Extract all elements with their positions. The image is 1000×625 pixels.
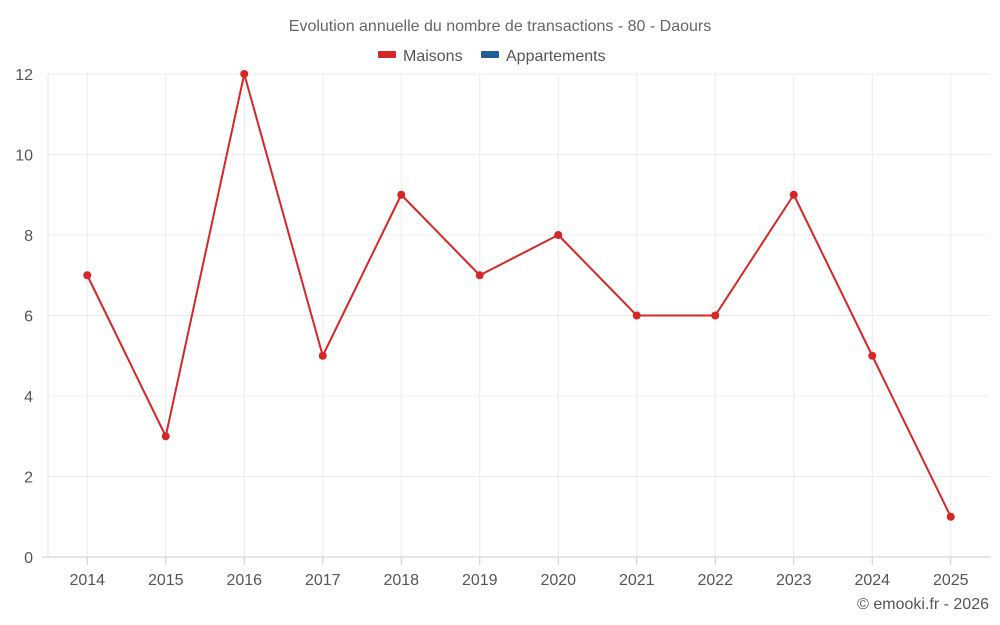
data-point[interactable]	[789, 190, 798, 199]
y-tick-label: 6	[24, 309, 33, 326]
x-tick-label: 2019	[462, 572, 498, 589]
series-line	[86, 73, 952, 518]
data-point[interactable]	[632, 311, 641, 320]
legend-label-appartements: Appartements	[506, 48, 606, 65]
data-point[interactable]	[946, 512, 955, 521]
axes: 0 2 4 6 8 10 12 2014 2015 2016 2017 2018 2019 2020 202…	[15, 67, 990, 589]
data-point[interactable]	[554, 231, 563, 239]
grid	[48, 73, 990, 557]
y-tick-label: 0	[24, 550, 33, 567]
data-point[interactable]	[318, 351, 327, 360]
legend-swatch-appartements	[481, 51, 499, 58]
x-tick-label: 2022	[697, 572, 733, 589]
y-tick-label: 8	[24, 228, 33, 245]
y-tick-label: 12	[15, 67, 33, 84]
x-tick-label: 2016	[226, 572, 262, 589]
x-tick-label: 2023	[776, 572, 812, 589]
y-tick-label: 10	[15, 148, 33, 165]
x-tick-label: 2024	[854, 572, 890, 589]
x-tick-label: 2015	[148, 572, 184, 589]
legend: Maisons Appartements	[378, 48, 606, 65]
legend-item-appartements[interactable]: Appartements	[481, 48, 606, 65]
legend-label-maisons: Maisons	[403, 48, 463, 65]
legend-item-maisons[interactable]: Maisons	[378, 48, 463, 65]
data-point[interactable]	[868, 351, 877, 360]
data-point[interactable]	[397, 190, 406, 199]
x-tick-label: 2020	[540, 572, 576, 589]
chart-title: Evolution annuelle du nombre de transact…	[289, 18, 711, 35]
x-tick-label: 2025	[933, 572, 969, 589]
data-point[interactable]	[161, 432, 170, 441]
legend-swatch-maisons	[378, 51, 396, 58]
data-point[interactable]	[711, 311, 720, 320]
x-tick-label: 2018	[383, 572, 419, 589]
x-tick-label: 2014	[69, 572, 105, 589]
x-tick-label: 2017	[305, 572, 341, 589]
data-point[interactable]	[83, 271, 92, 280]
series-maisons	[83, 70, 955, 521]
data-point[interactable]	[240, 70, 249, 78]
data-point[interactable]	[475, 271, 484, 280]
y-tick-label: 2	[24, 470, 33, 487]
credit-text: © emooki.fr - 2026	[857, 596, 989, 613]
y-tick-label: 4	[24, 389, 33, 406]
x-tick-label: 2021	[619, 572, 655, 589]
